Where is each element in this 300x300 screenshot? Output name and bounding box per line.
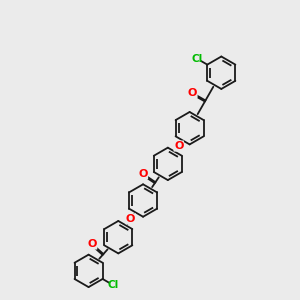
Text: O: O	[174, 141, 183, 151]
Text: O: O	[126, 214, 135, 224]
Text: O: O	[87, 239, 97, 249]
Text: O: O	[188, 88, 197, 98]
Text: Cl: Cl	[191, 54, 203, 64]
Text: Cl: Cl	[107, 280, 118, 290]
Text: O: O	[138, 169, 148, 179]
